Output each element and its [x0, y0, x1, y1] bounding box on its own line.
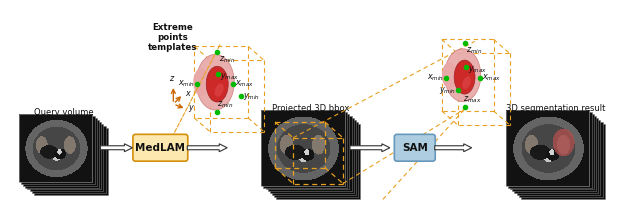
Bar — [508, 112, 591, 187]
Bar — [275, 122, 358, 198]
Ellipse shape — [206, 66, 228, 102]
FancyArrow shape — [350, 144, 390, 152]
Bar — [272, 120, 356, 195]
Text: MedLAM: MedLAM — [135, 143, 186, 153]
FancyBboxPatch shape — [133, 134, 188, 161]
FancyArrow shape — [188, 144, 227, 152]
Bar — [28, 122, 101, 189]
Bar — [270, 118, 354, 193]
Bar — [512, 116, 596, 191]
Bar — [32, 126, 106, 193]
Ellipse shape — [215, 83, 223, 97]
Ellipse shape — [445, 49, 481, 102]
Bar — [516, 120, 600, 195]
Bar — [25, 120, 99, 187]
Text: $x_{min}$: $x_{min}$ — [427, 73, 444, 83]
Text: $z_{min}$: $z_{min}$ — [219, 54, 236, 65]
Bar — [510, 114, 594, 189]
FancyArrow shape — [100, 144, 132, 152]
Text: SAM: SAM — [402, 143, 428, 153]
Bar — [23, 118, 97, 185]
Bar — [268, 116, 351, 191]
Text: Projected 3D bbox: Projected 3D bbox — [273, 104, 349, 113]
Text: $x_{min}$: $x_{min}$ — [178, 79, 195, 89]
Bar — [34, 128, 108, 195]
Ellipse shape — [442, 62, 457, 88]
Text: $y_{max}$: $y_{max}$ — [468, 64, 487, 75]
Bar — [29, 124, 104, 191]
Text: $y_{max}$: $y_{max}$ — [220, 71, 239, 82]
Text: 3D segmentation result: 3D segmentation result — [506, 104, 605, 113]
Text: $y_{min}$: $y_{min}$ — [243, 91, 260, 102]
Text: Query volume: Query volume — [34, 108, 93, 117]
Text: $y$: $y$ — [188, 102, 195, 113]
Text: $z_{min}$: $z_{min}$ — [467, 45, 483, 56]
Text: $x_{max}$: $x_{max}$ — [482, 73, 501, 83]
Ellipse shape — [454, 60, 475, 94]
Bar — [506, 110, 589, 185]
Bar — [21, 116, 95, 184]
Text: Extreme
points
templates: Extreme points templates — [148, 23, 197, 52]
Text: $x$: $x$ — [186, 89, 192, 98]
Text: $y_{min}$: $y_{min}$ — [438, 85, 456, 96]
FancyBboxPatch shape — [394, 134, 435, 161]
FancyArrow shape — [435, 144, 472, 152]
Ellipse shape — [462, 76, 470, 89]
Bar — [263, 112, 347, 187]
Bar — [276, 124, 360, 200]
Bar — [19, 114, 93, 182]
Ellipse shape — [196, 54, 234, 110]
Ellipse shape — [193, 68, 209, 96]
Bar — [515, 118, 598, 193]
Text: $z_{min}$: $z_{min}$ — [217, 99, 234, 110]
Text: $x_{max}$: $x_{max}$ — [235, 79, 254, 89]
Text: $z_{max}$: $z_{max}$ — [463, 95, 482, 105]
Bar — [519, 122, 603, 198]
Bar — [266, 114, 349, 189]
Bar — [261, 110, 345, 185]
Bar — [521, 124, 605, 200]
Text: $z$: $z$ — [169, 74, 175, 83]
